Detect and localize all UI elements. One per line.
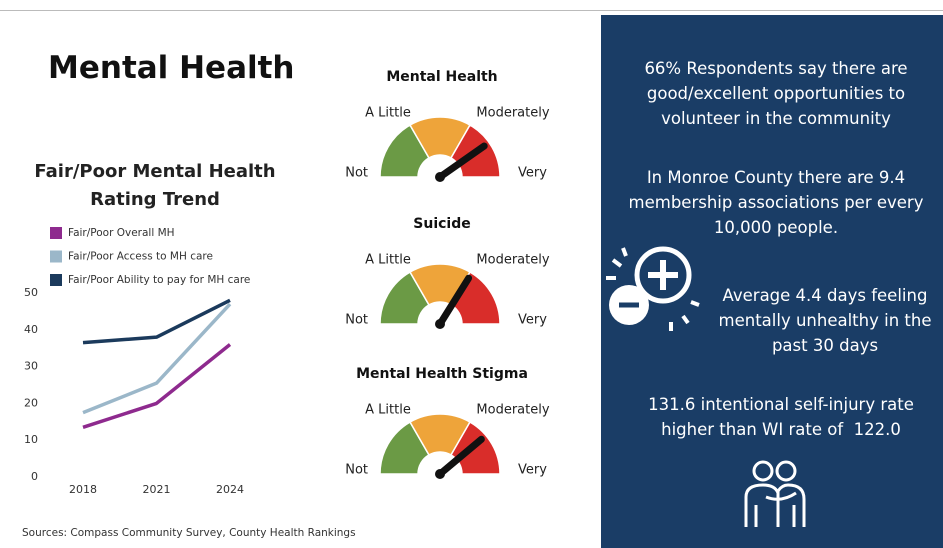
y-tick-label: 10 (24, 433, 38, 446)
y-tick-label: 50 (24, 286, 38, 299)
legend-label: Fair/Poor Overall MH (68, 227, 175, 239)
gauge-title: Mental Health (386, 69, 497, 85)
series-line (82, 298, 231, 345)
gauge-title: Suicide (413, 216, 470, 232)
fact: 131.6 intentional self-injury rate highe… (648, 395, 920, 439)
gauge-hub (435, 172, 445, 182)
gauge-label: A Little (365, 253, 411, 268)
top-rule (0, 10, 943, 11)
fact: Average 4.4 days feeling mentally unheal… (718, 286, 937, 355)
y-tick-label: 40 (24, 323, 38, 336)
series-line (82, 302, 232, 415)
x-tick-label: 2018 (69, 483, 97, 496)
gauge-label: Very (518, 313, 547, 328)
gauge-label: Moderately (476, 253, 549, 268)
chart-title: Fair/Poor Mental Health Rating Trend (34, 161, 276, 210)
series-line (82, 343, 232, 429)
gauge-label: A Little (365, 106, 411, 121)
gauge-label: Very (518, 166, 547, 181)
gauge-label: Not (345, 463, 368, 478)
gauge-needle (436, 435, 485, 478)
chart: Fair/Poor Overall MH Fair/Poor Access to … (24, 69, 550, 496)
gauge-hub (435, 469, 445, 479)
legend-swatch (50, 250, 62, 263)
y-tick-label: 0 (31, 470, 38, 483)
gauge-label: A Little (365, 403, 411, 418)
x-tick-label: 2021 (143, 483, 171, 496)
facts-panel: 66% Respondents say there are good/excel… (601, 15, 943, 548)
y-tick-label: 20 (24, 396, 38, 409)
x-tick-label: 2024 (216, 483, 244, 496)
gauge-label: Moderately (476, 403, 549, 418)
gauge-hub (435, 319, 445, 329)
legend-swatch (50, 227, 62, 239)
gauge-needle (436, 142, 488, 181)
y-tick-label: 30 (24, 360, 38, 373)
slide-title: Mental Health (48, 50, 295, 86)
fact: 66% Respondents say there are good/excel… (644, 59, 913, 128)
legend-swatch (50, 274, 62, 286)
gauge-label: Moderately (476, 106, 549, 121)
gauge-label: Very (518, 463, 547, 478)
gauge-label: Not (345, 313, 368, 328)
sources: Sources: Compass Community Survey, Count… (22, 527, 356, 539)
plus-minus-icon (606, 246, 700, 331)
gauge-label: Not (345, 166, 368, 181)
fact: In Monroe County there are 9.4 membershi… (628, 168, 929, 237)
legend-label: Fair/Poor Ability to pay for MH care (68, 274, 250, 286)
gauge-title: Mental Health Stigma (356, 366, 528, 382)
people-icon (744, 460, 806, 527)
legend-label: Fair/Poor Access to MH care (68, 251, 213, 263)
gauge-needle (436, 274, 473, 328)
